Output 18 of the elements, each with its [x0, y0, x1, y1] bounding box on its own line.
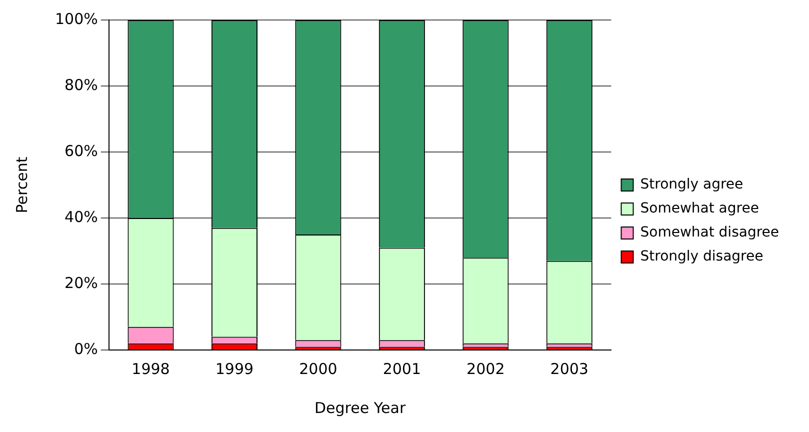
y-axis-title: Percent: [12, 156, 31, 214]
y-tick-label: 60%: [64, 142, 98, 160]
y-tick-label: 80%: [64, 76, 98, 94]
x-tick-label: 1999: [215, 360, 254, 378]
legend-label: Strongly disagree: [640, 248, 764, 265]
y-tick-label: 20%: [64, 274, 98, 292]
x-tick-label: 1998: [132, 360, 170, 378]
y-tick-label: 40%: [64, 208, 98, 226]
x-tick-label: 2000: [299, 360, 338, 378]
x-tick-label: 2001: [382, 360, 422, 378]
x-tick-label: 2002: [466, 360, 505, 378]
x-tick-label: 2003: [550, 360, 588, 378]
legend-label: Strongly agree: [640, 176, 744, 193]
y-tick-label: 0%: [74, 340, 98, 358]
legend-label: Somewhat disagree: [640, 224, 780, 241]
y-tick-label: 100%: [54, 10, 98, 28]
x-axis-title: Degree Year: [314, 398, 406, 417]
legend-label: Somewhat agree: [640, 200, 759, 217]
